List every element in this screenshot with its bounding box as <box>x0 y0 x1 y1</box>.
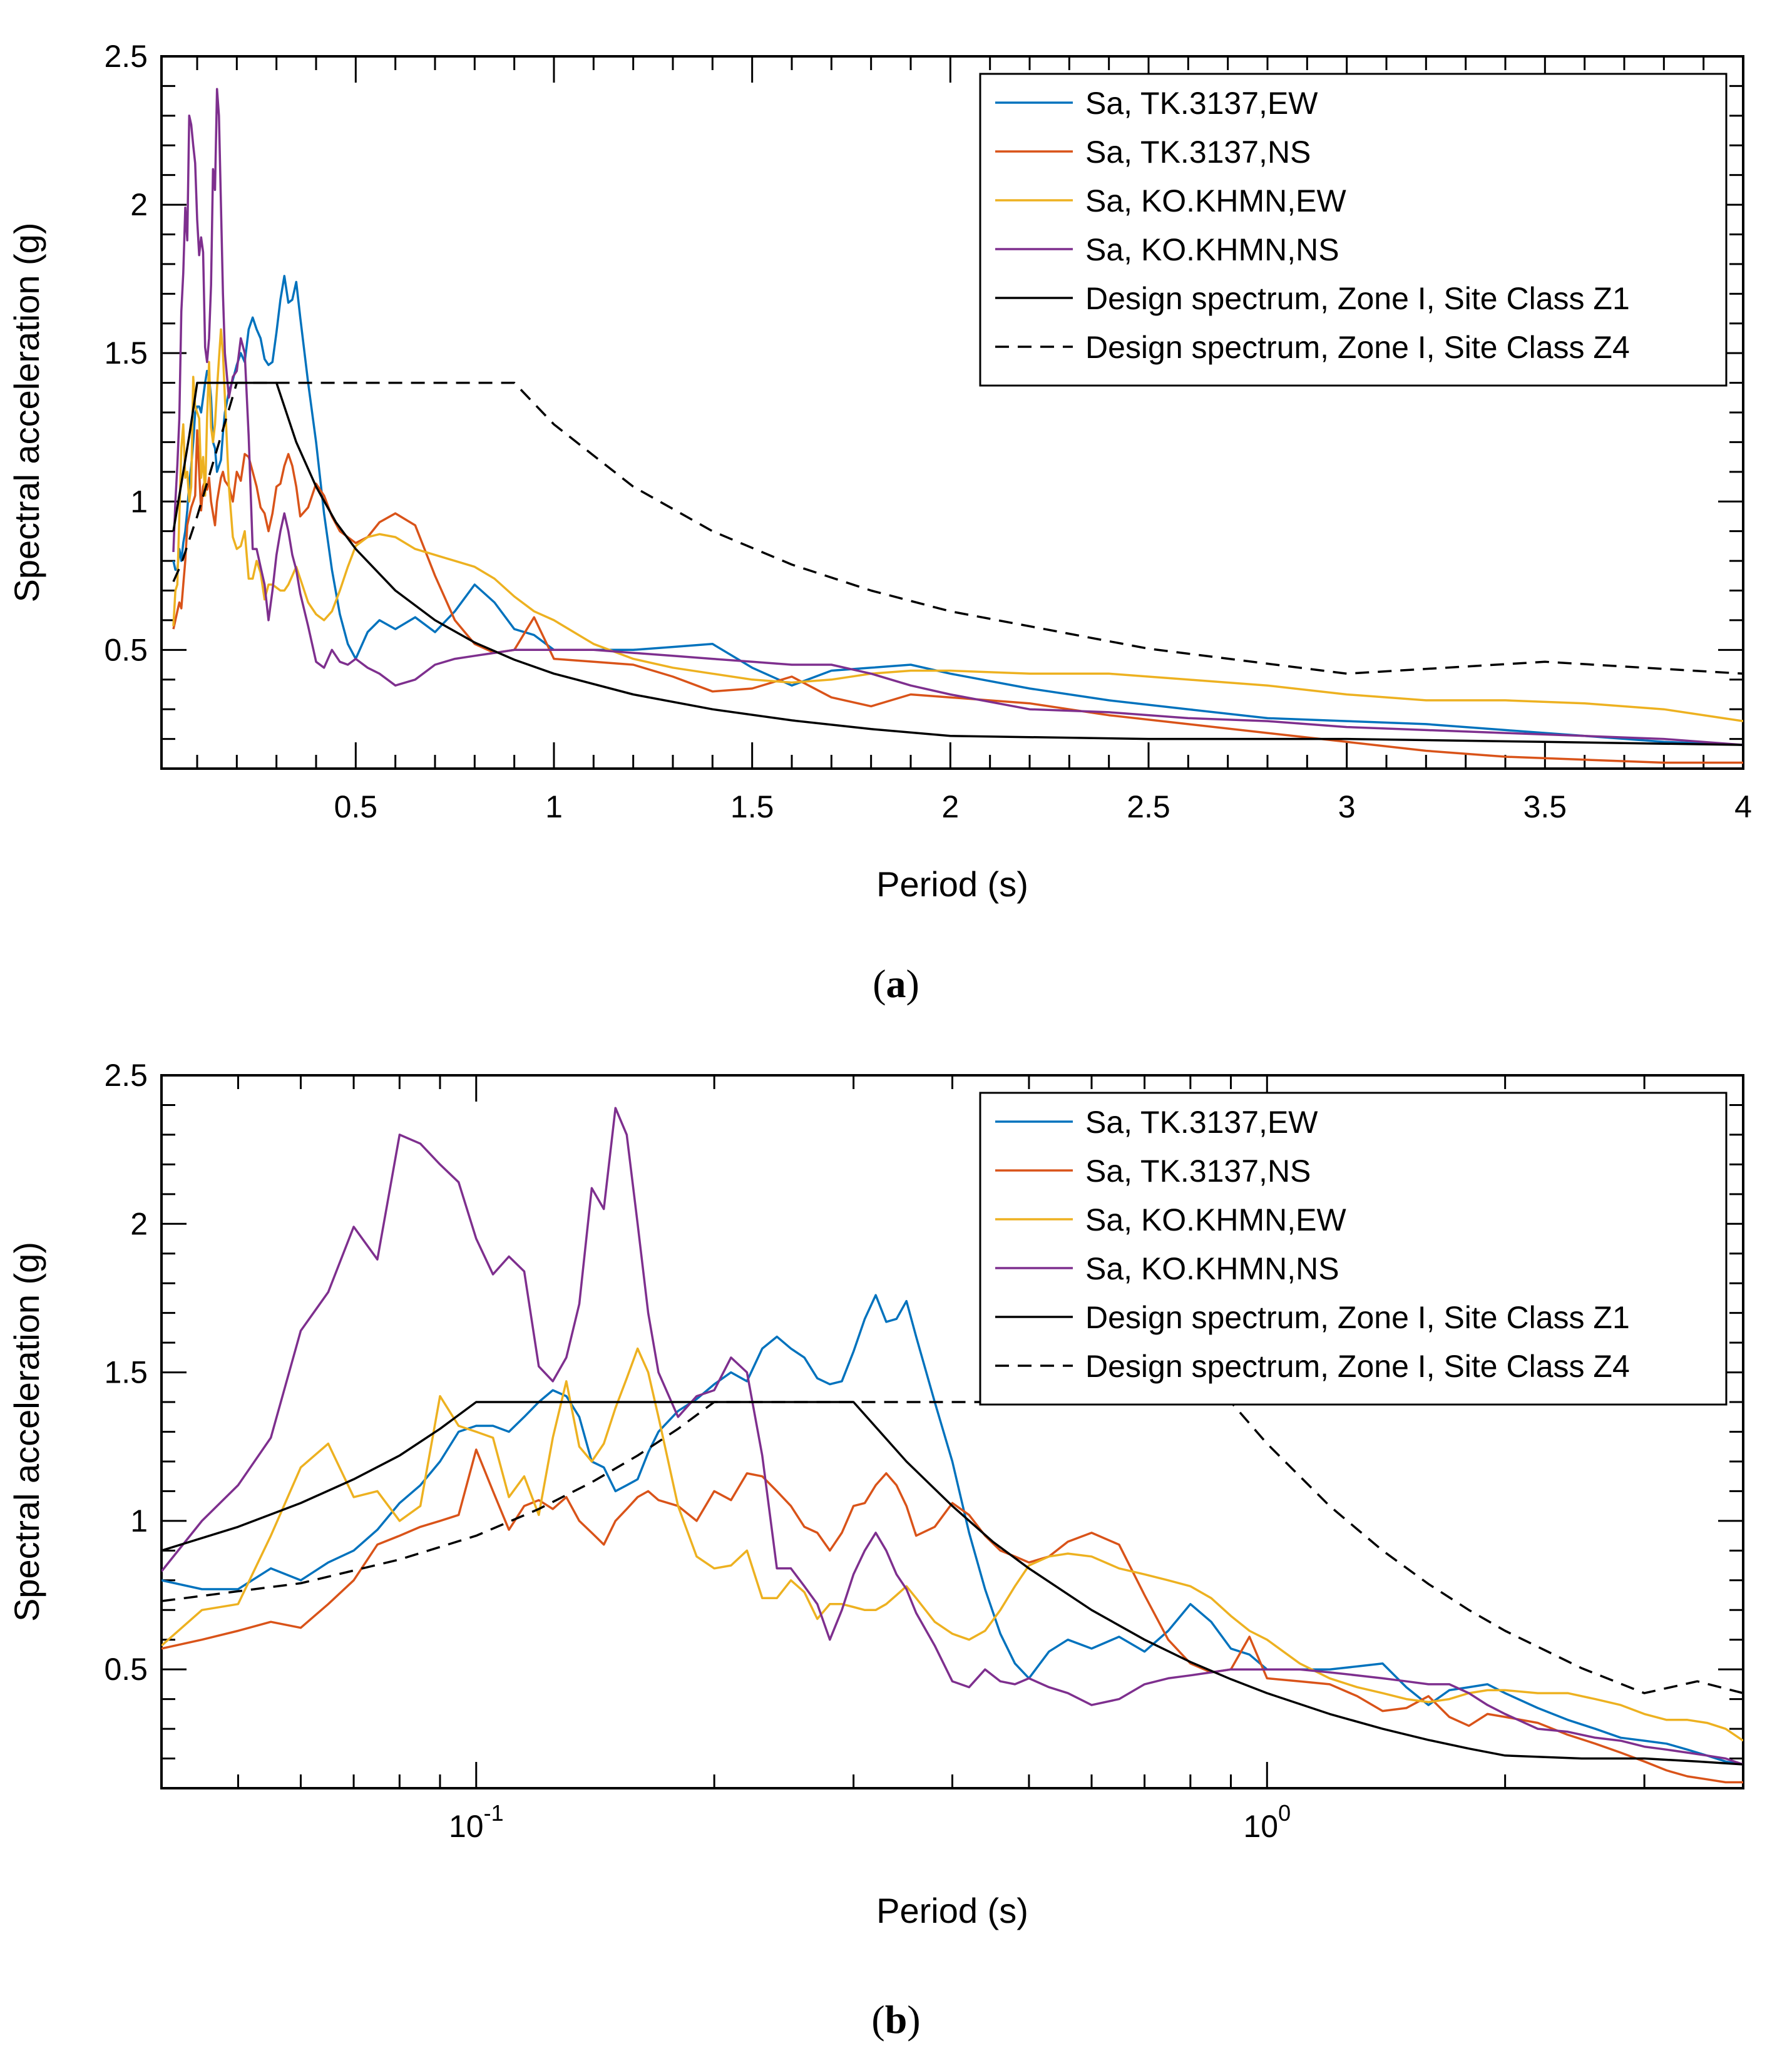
y-tick-label: 2.5 <box>104 1058 148 1093</box>
legend-label-tk_ns: Sa, TK.3137,NS <box>1085 135 1311 170</box>
y-tick-label: 2.5 <box>104 39 148 74</box>
legend-label-ko_ns: Sa, KO.KHMN,NS <box>1085 232 1339 267</box>
legend-box <box>979 73 1728 387</box>
caption-b: (b) <box>871 1997 921 2042</box>
x-tick-label: 10-1 <box>449 1800 504 1844</box>
legend-label-tk_ns: Sa, TK.3137,NS <box>1085 1154 1311 1189</box>
series-line-z1 <box>161 1401 1743 1766</box>
y-tick-label: 2 <box>130 187 148 222</box>
legend-label-z1: Design spectrum, Zone I, Site Class Z1 <box>1085 281 1630 316</box>
caption-b-letter: b <box>884 1997 908 2042</box>
series-line-tk_ns <box>172 429 1743 764</box>
y-tick-label: 1.5 <box>104 335 148 371</box>
series-group-a <box>172 88 1743 764</box>
series-line-z4 <box>161 1401 1743 1694</box>
series-line-ko_ns <box>172 88 1743 746</box>
caption-a-letter: a <box>886 961 906 1006</box>
legend-label-ko_ew: Sa, KO.KHMN,EW <box>1085 1202 1347 1237</box>
y-axis-label: Spectral acceleration (g) <box>7 1242 46 1622</box>
ticks-b <box>160 1074 1744 1789</box>
y-tick-label: 1 <box>130 484 148 519</box>
chart-a: 0.5 1 1.5 2 2.5 3 3.5 4 0.5 1 1.5 2 2.5 Period (s) Spe… <box>7 39 1752 904</box>
caption-a: (a) <box>873 961 919 1006</box>
y-tick-label: 0.5 <box>104 1652 148 1687</box>
x-tick-label: 2.5 <box>1127 789 1170 824</box>
legend-b: Sa, TK.3137,EW Sa, TK.3137,NS Sa, KO.KHMN,… <box>979 1092 1728 1406</box>
legend-label-tk_ew: Sa, TK.3137,EW <box>1085 86 1318 121</box>
y-tick-label: 0.5 <box>104 632 148 667</box>
series-line-z4 <box>172 381 1743 675</box>
series-line-tk_ns <box>161 1448 1743 1784</box>
x-axis-label: Period (s) <box>876 864 1028 904</box>
legend-box <box>979 1092 1728 1406</box>
x-axis-label: Period (s) <box>876 1891 1028 1930</box>
x-tick-label: 0.5 <box>334 789 378 824</box>
y-tick-label: 1.5 <box>104 1355 148 1390</box>
legend-label-z4: Design spectrum, Zone I, Site Class Z4 <box>1085 330 1630 365</box>
chart-b: 10-1 100 0.5 1 1.5 2 2.5 Period (s) Spectral acc… <box>7 1058 1744 1930</box>
series-line-ko_ns <box>161 1107 1743 1766</box>
legend-label-z1: Design spectrum, Zone I, Site Class Z1 <box>1085 1300 1630 1335</box>
x-tick-label: 3.5 <box>1523 789 1567 824</box>
series-line-ko_ew <box>172 328 1743 722</box>
y-axis-label: Spectral acceleration (g) <box>7 223 46 603</box>
legend-a: Sa, TK.3137,EW Sa, TK.3137,NS Sa, KO.KHMN,… <box>979 73 1728 387</box>
x-tick-label: 1.5 <box>730 789 774 824</box>
ticks-a <box>161 55 1744 770</box>
legend-label-z4: Design spectrum, Zone I, Site Class Z4 <box>1085 1349 1630 1384</box>
x-tick-label: 1 <box>545 789 563 824</box>
series-group-b <box>161 1107 1743 1784</box>
y-tick-label: 2 <box>130 1206 148 1241</box>
legend-label-ko_ns: Sa, KO.KHMN,NS <box>1085 1251 1339 1286</box>
legend-label-ko_ew: Sa, KO.KHMN,EW <box>1085 183 1347 218</box>
x-tick-label: 2 <box>941 789 959 824</box>
y-tick-label: 1 <box>130 1503 148 1538</box>
x-tick-label: 100 <box>1243 1800 1291 1844</box>
series-line-z1 <box>172 381 1743 746</box>
legend-label-tk_ew: Sa, TK.3137,EW <box>1085 1105 1318 1140</box>
x-tick-label: 4 <box>1734 789 1752 824</box>
x-tick-label: 3 <box>1338 789 1356 824</box>
series-line-ko_ew <box>161 1347 1743 1742</box>
